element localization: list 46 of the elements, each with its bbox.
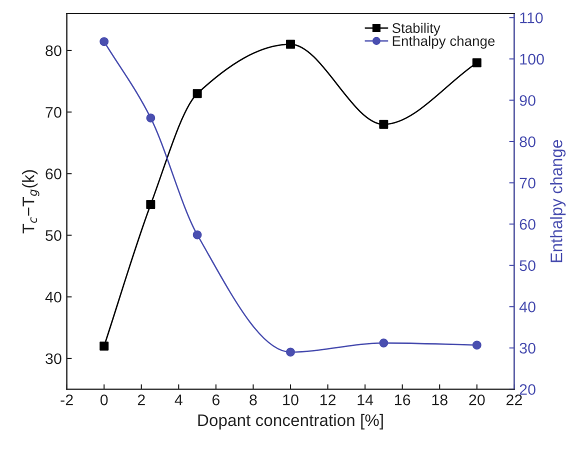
y-tick-label: 80: [46, 45, 62, 56]
y2-tick-label: 20: [520, 384, 536, 395]
x-tick-label: 8: [250, 394, 257, 406]
x-tick-label: 16: [395, 394, 410, 406]
point: [472, 58, 482, 68]
point: [192, 89, 202, 98]
y2-tick-label: 70: [520, 178, 536, 188]
y2-tick-label: 50: [520, 260, 536, 272]
point: [286, 348, 295, 357]
point: [472, 340, 482, 350]
y-tick-label: 30: [46, 353, 62, 364]
y-tick-label: 40: [45, 292, 62, 303]
point: [379, 338, 388, 348]
y-axis-title: T$_{c}$−T$_{g}$(k): [22, 170, 40, 234]
y2-tick-label: 100: [520, 54, 544, 65]
x-tick-label: 0: [100, 394, 108, 406]
point: [192, 230, 202, 240]
point: [100, 37, 109, 46]
point: [286, 40, 295, 49]
x-tick-label: 4: [174, 394, 182, 406]
y2-tick-label: 110: [520, 12, 543, 24]
point: [146, 113, 156, 122]
x-axis-title: Dopant concentration [%]: [198, 414, 383, 430]
y2-axis-title: Enthalpy change: [550, 140, 566, 262]
x-tick-label: 10: [283, 394, 298, 406]
x-tick-label: 6: [212, 394, 220, 406]
y-tick-label: 70: [46, 106, 62, 118]
x-tick-label: 12: [320, 394, 336, 406]
legend-label: Stability: [392, 22, 440, 36]
x-tick-label: 20: [469, 394, 485, 406]
x-tick-label: 14: [358, 394, 374, 406]
y-tick-label: 60: [46, 168, 62, 180]
x-tick-label: 18: [432, 394, 448, 406]
point: [379, 120, 388, 129]
y2-tick-label: 40: [519, 302, 536, 312]
y2-tick-label: 30: [520, 342, 536, 354]
y2-tick-label: 60: [520, 218, 536, 230]
y2-tick-label: 80: [520, 136, 536, 148]
y-tick-label: 50: [46, 230, 62, 241]
legend-label: Enthalpy change: [392, 36, 495, 49]
point: [146, 200, 156, 209]
x-tick-label: 22: [506, 394, 522, 406]
x-tick-label: 2: [138, 394, 145, 406]
y2-tick-label: 90: [520, 95, 536, 106]
point: [100, 342, 109, 351]
x-tick-label: -2: [60, 394, 73, 406]
